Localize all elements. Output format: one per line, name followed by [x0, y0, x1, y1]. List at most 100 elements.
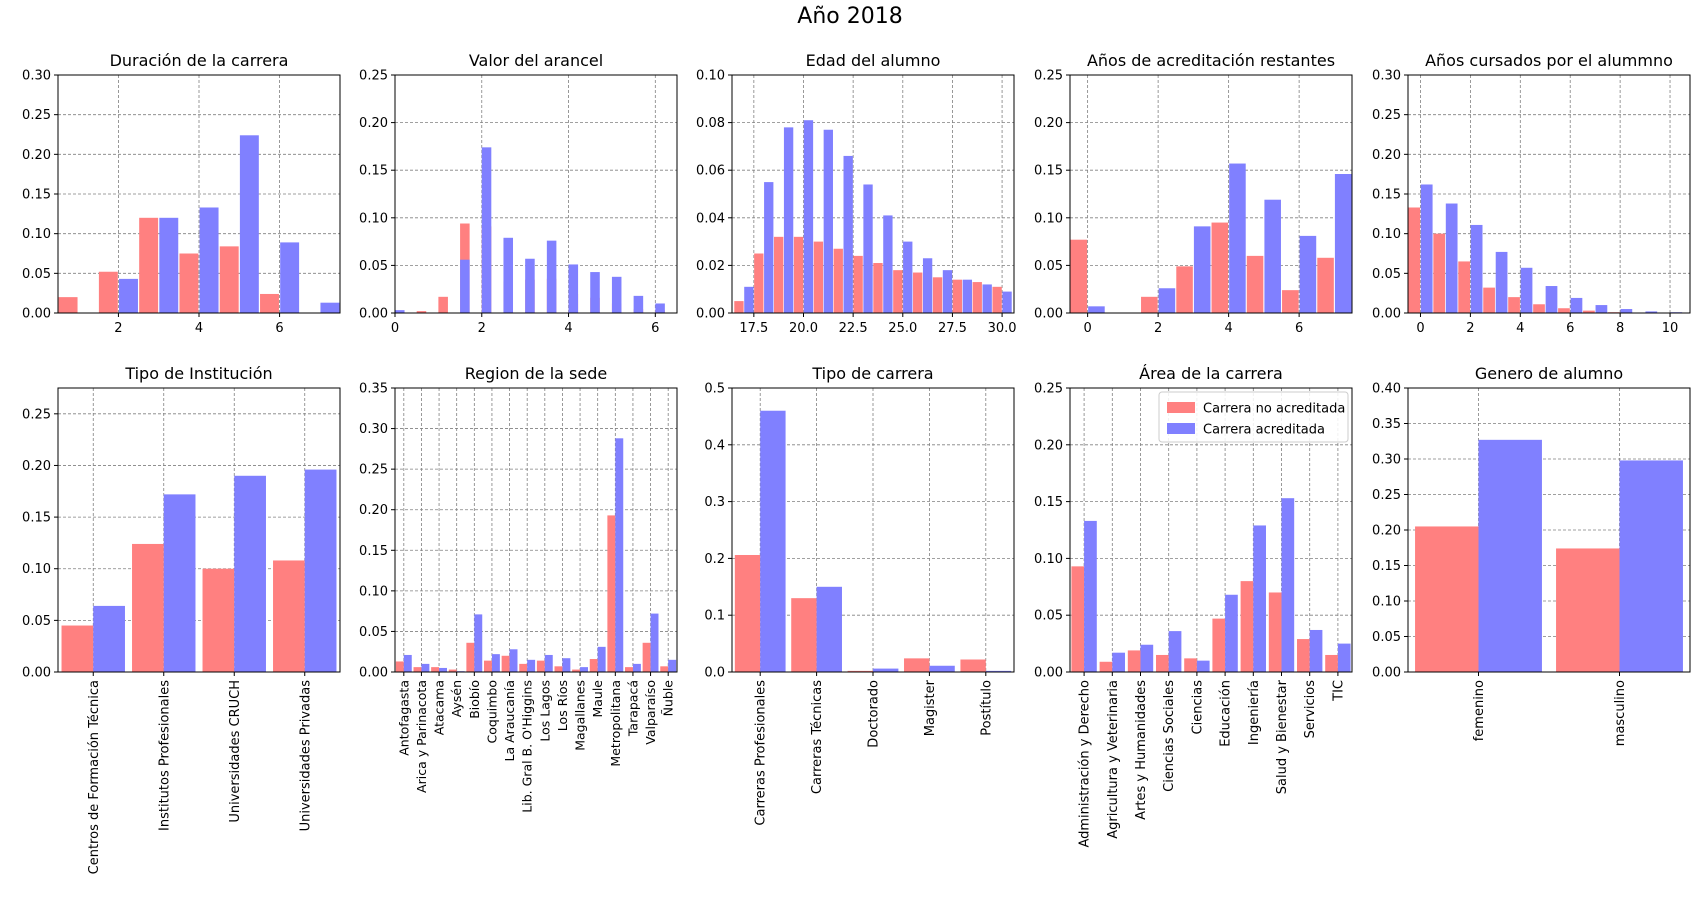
x-tick-label: 4: [195, 321, 203, 336]
x-tick-label: 2: [478, 321, 486, 336]
legend-box: [1158, 391, 1349, 443]
bar: [1299, 235, 1317, 313]
bar: [952, 279, 963, 313]
y-tick-label: 0.05: [22, 614, 51, 629]
x-tick-label: Aysén: [449, 680, 464, 717]
bar: [1433, 233, 1446, 313]
x-tick-label: Ñuble: [661, 680, 676, 717]
figure-title: Año 2018: [797, 4, 903, 29]
bar: [803, 120, 814, 313]
x-tick-label: Antofagasta: [396, 680, 411, 756]
bar: [744, 286, 754, 313]
subplot-title: Años de acreditación restantes: [1087, 51, 1335, 70]
x-tick-label: Tarapacá: [625, 680, 640, 737]
bar: [929, 665, 955, 672]
bar: [1478, 439, 1542, 672]
bar: [1176, 266, 1193, 313]
y-tick-label: 0.10: [696, 69, 725, 84]
bar: [1558, 308, 1570, 313]
y-tick-label: 0.10: [1034, 552, 1063, 567]
bar: [239, 135, 259, 313]
bar: [893, 270, 903, 313]
y-tick-label: 0.25: [22, 407, 51, 422]
subplot-10: 0.00 0.05 0.10 0.15 0.20 0.25 0.30 0.35 0.40 feme…: [1372, 364, 1691, 746]
bar: [1583, 310, 1595, 313]
y-tick-label: 0.20: [1372, 148, 1401, 163]
bar: [922, 258, 933, 313]
x-tick-label: Doctorado: [867, 680, 882, 748]
bar: [1099, 661, 1113, 672]
y-tick-label: 0.1: [704, 609, 725, 624]
bar: [1158, 288, 1176, 313]
subplot-3: 0.00 0.02 0.04 0.06 0.08 0.10 17.5 20.0 22.5 25.0…: [696, 51, 1017, 336]
bar: [873, 668, 899, 672]
x-tick-label: 6: [1566, 321, 1574, 336]
bar: [1141, 296, 1158, 313]
y-tick-label: 0.10: [1372, 227, 1401, 242]
bar: [544, 654, 553, 672]
x-tick-label: 8: [1616, 321, 1624, 336]
bar: [992, 286, 1002, 313]
bar: [568, 264, 579, 313]
bar: [527, 659, 536, 672]
y-tick-label: 0.10: [1372, 595, 1401, 610]
bar: [179, 253, 199, 313]
bar: [1156, 654, 1169, 672]
x-tick-label: Administración y Derecho: [1078, 680, 1093, 848]
bar: [1212, 618, 1226, 672]
y-tick-label: 0.30: [1372, 69, 1401, 84]
bar: [1337, 643, 1351, 672]
bar: [1225, 594, 1238, 672]
y-tick-label: 0.00: [22, 307, 51, 322]
subplot-9: 0.00 0.05 0.10 0.15 0.20 0.25 Administración y…: [1034, 364, 1353, 848]
y-tick-label: 0.15: [359, 544, 388, 559]
bar: [668, 659, 677, 672]
bar: [1334, 174, 1352, 313]
bar: [1408, 207, 1421, 313]
x-tick-label: Carreras Técnicas: [810, 680, 825, 794]
bar: [562, 658, 571, 672]
bar: [625, 667, 633, 672]
y-tick-label: 0.04: [696, 211, 725, 226]
bar: [580, 667, 588, 672]
y-tick-label: 0.5: [704, 382, 725, 397]
bar: [1281, 498, 1295, 672]
x-tick-label: Atacama: [432, 680, 447, 735]
x-tick-label: 4: [1516, 321, 1524, 336]
x-tick-label: femenino: [1472, 680, 1487, 741]
x-tick-label: 0: [391, 321, 399, 336]
bar: [1184, 658, 1197, 672]
bar: [1112, 652, 1125, 672]
bar: [1297, 639, 1310, 672]
y-tick-label: 0.05: [22, 267, 51, 282]
x-tick-label: Coquimbo: [484, 680, 499, 743]
bar: [554, 666, 563, 672]
bar: [1168, 631, 1182, 672]
bar: [597, 646, 606, 672]
y-tick-label: 0.3: [704, 495, 725, 510]
subplot-title: Tipo de carrera: [811, 364, 933, 383]
bar: [1193, 226, 1211, 313]
bar: [139, 217, 159, 313]
bar: [503, 237, 514, 313]
y-tick-label: 0.05: [1372, 630, 1401, 645]
y-tick-label: 0.25: [1034, 382, 1063, 397]
bar: [546, 240, 557, 313]
subplot-8: 0.0 0.1 0.2 0.3 0.4 0.5 Carreras Profesionales…: [704, 364, 1015, 826]
bar: [754, 253, 764, 313]
x-tick-label: 20.0: [789, 321, 818, 336]
x-tick-label: Los Lagos: [537, 680, 552, 742]
y-tick-label: 0.00: [1034, 307, 1063, 322]
bar: [273, 560, 305, 672]
bar: [960, 659, 986, 672]
y-tick-label: 0.4: [704, 438, 725, 453]
y-tick-label: 0.02: [696, 259, 725, 274]
x-tick-label: Agricultura y Veterinaria: [1106, 680, 1121, 839]
bar: [589, 659, 598, 672]
subplot-title: Region de la sede: [465, 364, 607, 383]
y-tick-label: 0.00: [696, 307, 725, 322]
bar: [1595, 305, 1608, 313]
y-tick-label: 0.35: [1372, 417, 1401, 432]
subplot-1: 0.00 0.05 0.10 0.15 0.20 0.25 0.30 2 4 6 Duración …: [22, 51, 341, 336]
bar: [416, 311, 427, 313]
